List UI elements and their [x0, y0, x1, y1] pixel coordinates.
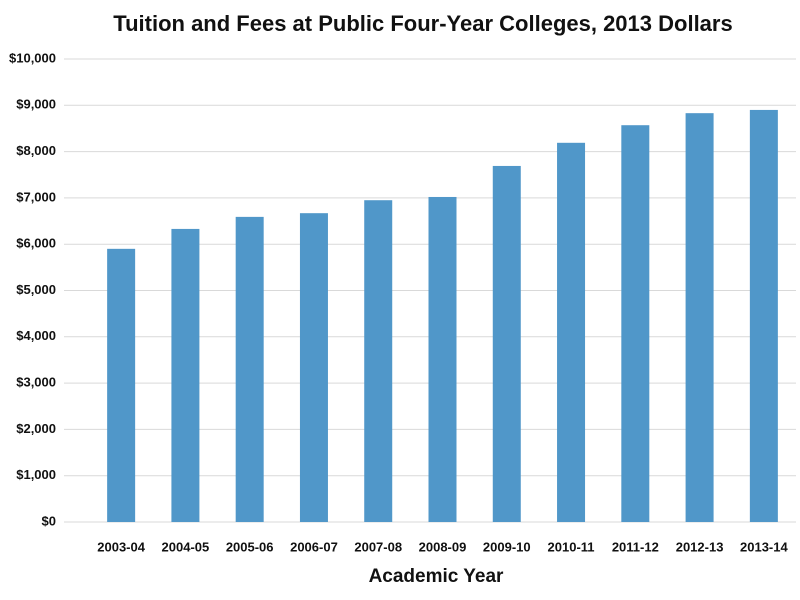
bar: [107, 248, 136, 522]
bar: [364, 200, 393, 522]
bar: [235, 216, 264, 522]
y-tick-label: $1,000: [16, 467, 56, 482]
y-tick-label: $8,000: [16, 143, 56, 158]
bar: [749, 109, 778, 523]
bar: [492, 165, 521, 522]
y-tick-label: $0: [42, 513, 56, 528]
bar: [428, 196, 457, 522]
x-tick-label: 2005-06: [226, 539, 274, 554]
y-tick-label: $2,000: [16, 421, 56, 436]
y-tick-label: $3,000: [16, 375, 56, 390]
x-tick-label: 2006-07: [290, 539, 338, 554]
chart-title: Tuition and Fees at Public Four-Year Col…: [113, 11, 732, 36]
y-tick-label: $4,000: [16, 328, 56, 343]
bar: [685, 113, 714, 523]
x-tick-label: 2010-11: [548, 539, 595, 554]
x-tick-label: 2004-05: [162, 539, 210, 554]
x-tick-label: 2003-04: [97, 539, 145, 554]
y-tick-label: $5,000: [16, 282, 56, 297]
x-tick-label: 2009-10: [483, 539, 531, 554]
bar: [171, 228, 200, 522]
bar: [299, 213, 328, 522]
y-tick-label: $9,000: [16, 97, 56, 112]
bar: [621, 125, 650, 523]
x-tick-label: 2007-08: [354, 539, 402, 554]
x-tick-label: 2008-09: [419, 539, 467, 554]
bar: [557, 142, 586, 523]
x-tick-label: 2011-12: [612, 539, 659, 554]
x-tick-label: 2013-14: [740, 539, 788, 554]
x-tick-label: 2012-13: [676, 539, 724, 554]
x-axis-title: Academic Year: [369, 566, 504, 587]
y-tick-label: $10,000: [9, 50, 56, 65]
y-tick-label: $7,000: [16, 189, 56, 204]
y-tick-label: $6,000: [16, 236, 56, 251]
